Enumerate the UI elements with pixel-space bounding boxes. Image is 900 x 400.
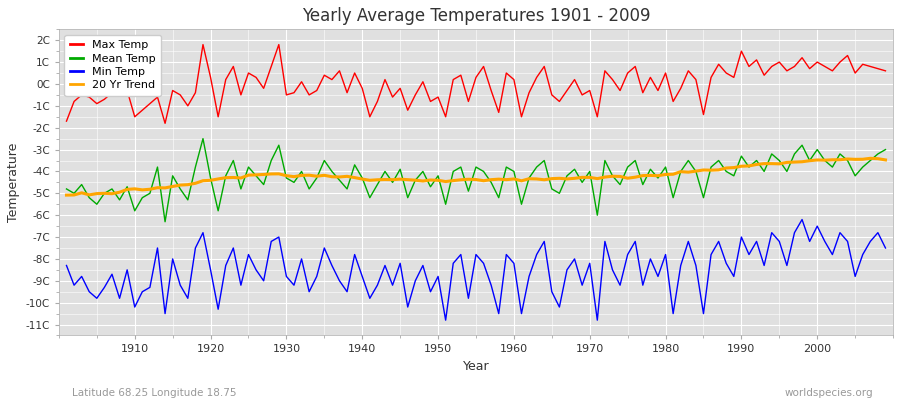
X-axis label: Year: Year — [463, 360, 490, 373]
Text: Latitude 68.25 Longitude 18.75: Latitude 68.25 Longitude 18.75 — [72, 388, 237, 398]
Text: worldspecies.org: worldspecies.org — [785, 388, 873, 398]
Title: Yearly Average Temperatures 1901 - 2009: Yearly Average Temperatures 1901 - 2009 — [302, 7, 650, 25]
Y-axis label: Temperature: Temperature — [7, 143, 20, 222]
Legend: Max Temp, Mean Temp, Min Temp, 20 Yr Trend: Max Temp, Mean Temp, Min Temp, 20 Yr Tre… — [65, 35, 161, 96]
